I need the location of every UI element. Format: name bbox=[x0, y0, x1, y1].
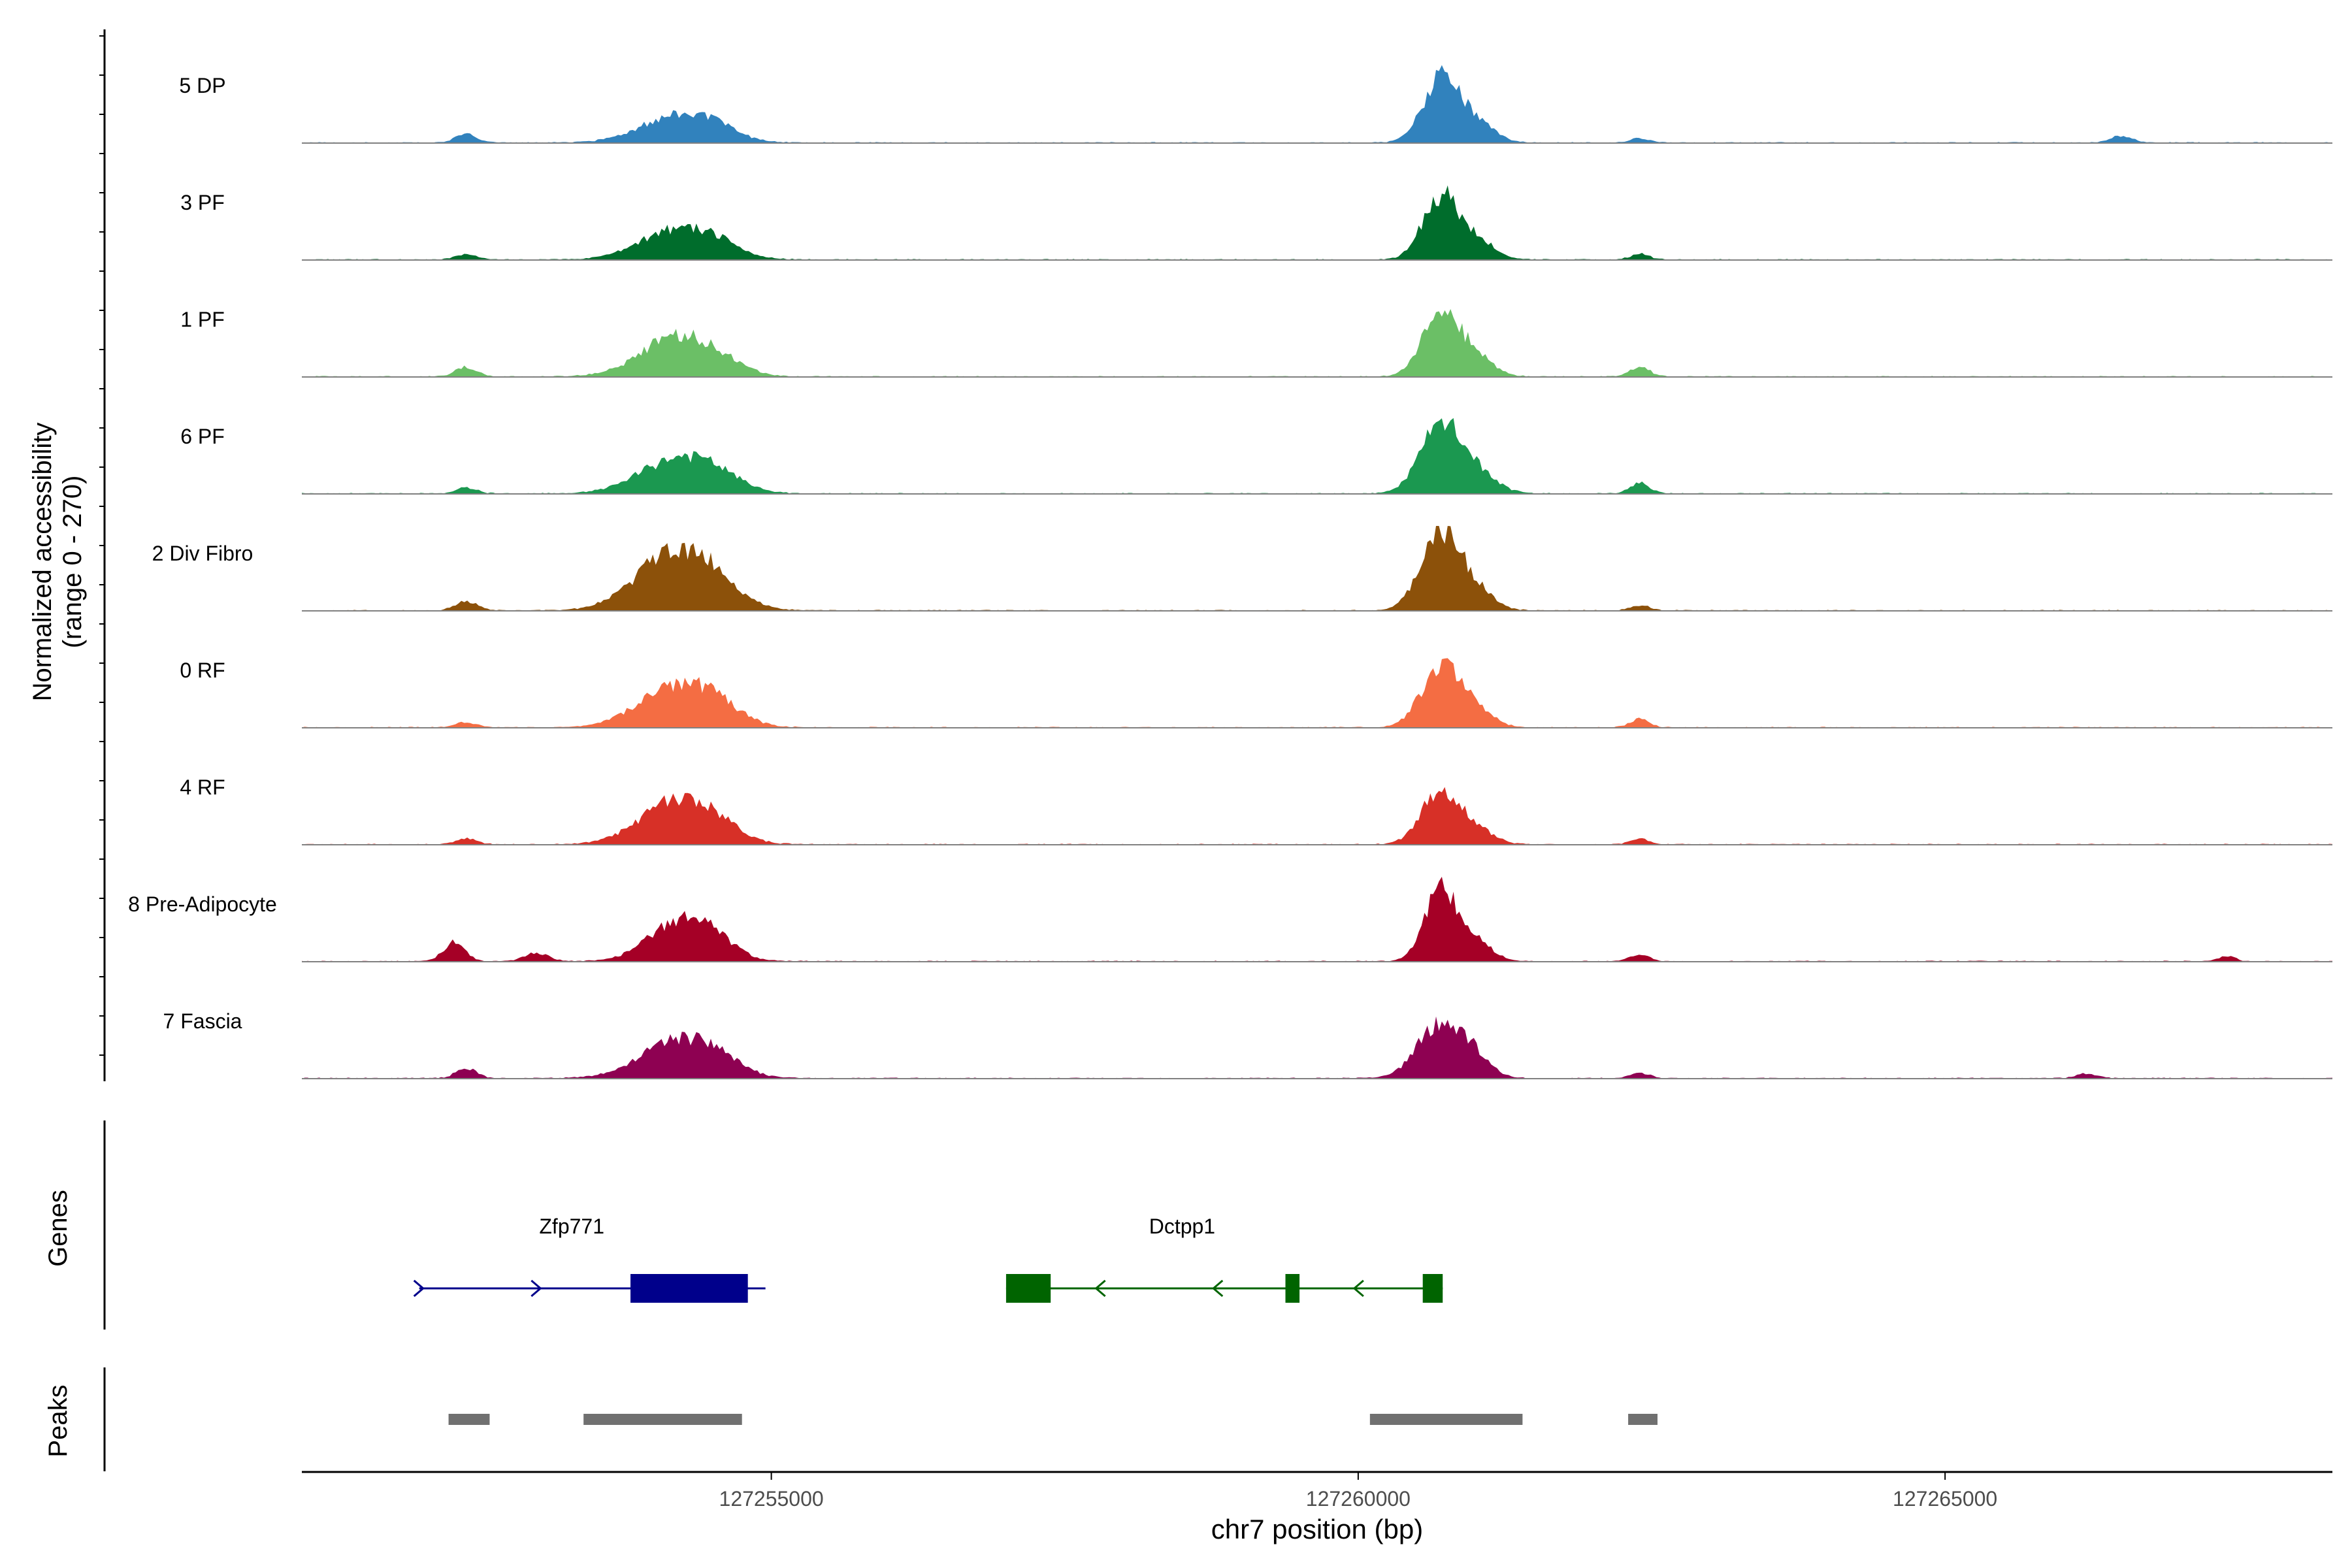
coverage-area-1-pf bbox=[302, 309, 2332, 377]
x-tick-label: 127255000 bbox=[719, 1487, 824, 1511]
x-tick-label: 127260000 bbox=[1306, 1487, 1411, 1511]
gene-annotations: Zfp771 Dctpp1 bbox=[413, 1215, 1443, 1303]
peak-region-bar bbox=[448, 1414, 490, 1425]
coverage-tracks: 5 DP 3 PF 1 PF 6 PF 2 Div Fibro 0 RF 4 RF 8 Pre… bbox=[128, 65, 2332, 1079]
coverage-area-4-rf bbox=[302, 787, 2332, 845]
track-label-6-pf: 6 PF bbox=[180, 425, 225, 448]
coverage-area-7-fascia bbox=[302, 1016, 2332, 1079]
coverage-area-3-pf bbox=[302, 185, 2332, 260]
genes-label: Genes bbox=[44, 1190, 73, 1267]
track-label-3-pf: 3 PF bbox=[180, 191, 225, 214]
gene-strand-arrow-dctpp1 bbox=[1211, 1279, 1224, 1298]
peak-regions bbox=[448, 1414, 1658, 1425]
y-axis-label-line2: (range 0 - 270) bbox=[58, 476, 87, 649]
gene-strand-arrow-zfp771 bbox=[413, 1279, 425, 1298]
coverage-area-0-rf bbox=[302, 658, 2332, 728]
coverage-area-8-pre-adipocyte bbox=[302, 877, 2332, 962]
gene-exon-dctpp1 bbox=[1285, 1274, 1300, 1303]
gene-exon-zfp771 bbox=[630, 1274, 748, 1303]
gene-strand-arrow-dctpp1 bbox=[1352, 1279, 1364, 1298]
track-label-5-dp: 5 DP bbox=[179, 74, 225, 97]
gene-exon-dctpp1 bbox=[1422, 1274, 1443, 1303]
x-axis-label: chr7 position (bp) bbox=[1211, 1514, 1424, 1544]
gene-strand-arrow-zfp771 bbox=[531, 1279, 542, 1298]
x-axis-ticks: 127255000 127260000 127265000 bbox=[719, 1472, 1997, 1511]
coverage-area-5-dp bbox=[302, 65, 2332, 143]
coverage-area-6-pf bbox=[302, 417, 2332, 494]
track-label-0-rf: 0 RF bbox=[180, 659, 225, 682]
track-label-2-div-fibro: 2 Div Fibro bbox=[152, 542, 253, 565]
gene-label-zfp771: Zfp771 bbox=[539, 1215, 604, 1238]
track-label-8-pre-adipocyte: 8 Pre-Adipocyte bbox=[128, 892, 277, 916]
peaks-label: Peaks bbox=[44, 1384, 73, 1457]
track-label-1-pf: 1 PF bbox=[180, 308, 225, 331]
x-tick-label: 127265000 bbox=[1893, 1487, 1997, 1511]
gene-exon-dctpp1 bbox=[1005, 1274, 1051, 1303]
peak-region-bar bbox=[583, 1414, 742, 1425]
peak-region-bar bbox=[1369, 1414, 1523, 1425]
track-label-4-rf: 4 RF bbox=[180, 776, 225, 799]
coverage-y-axis bbox=[99, 29, 106, 1081]
peak-region-bar bbox=[1628, 1414, 1658, 1425]
track-label-7-fascia: 7 Fascia bbox=[163, 1009, 242, 1033]
coverage-area-2-div-fibro bbox=[302, 526, 2332, 611]
y-axis-label-line1: Normalized accessibility bbox=[28, 423, 57, 702]
gene-strand-arrow-dctpp1 bbox=[1094, 1279, 1106, 1298]
gene-label-dctpp1: Dctpp1 bbox=[1149, 1215, 1215, 1238]
